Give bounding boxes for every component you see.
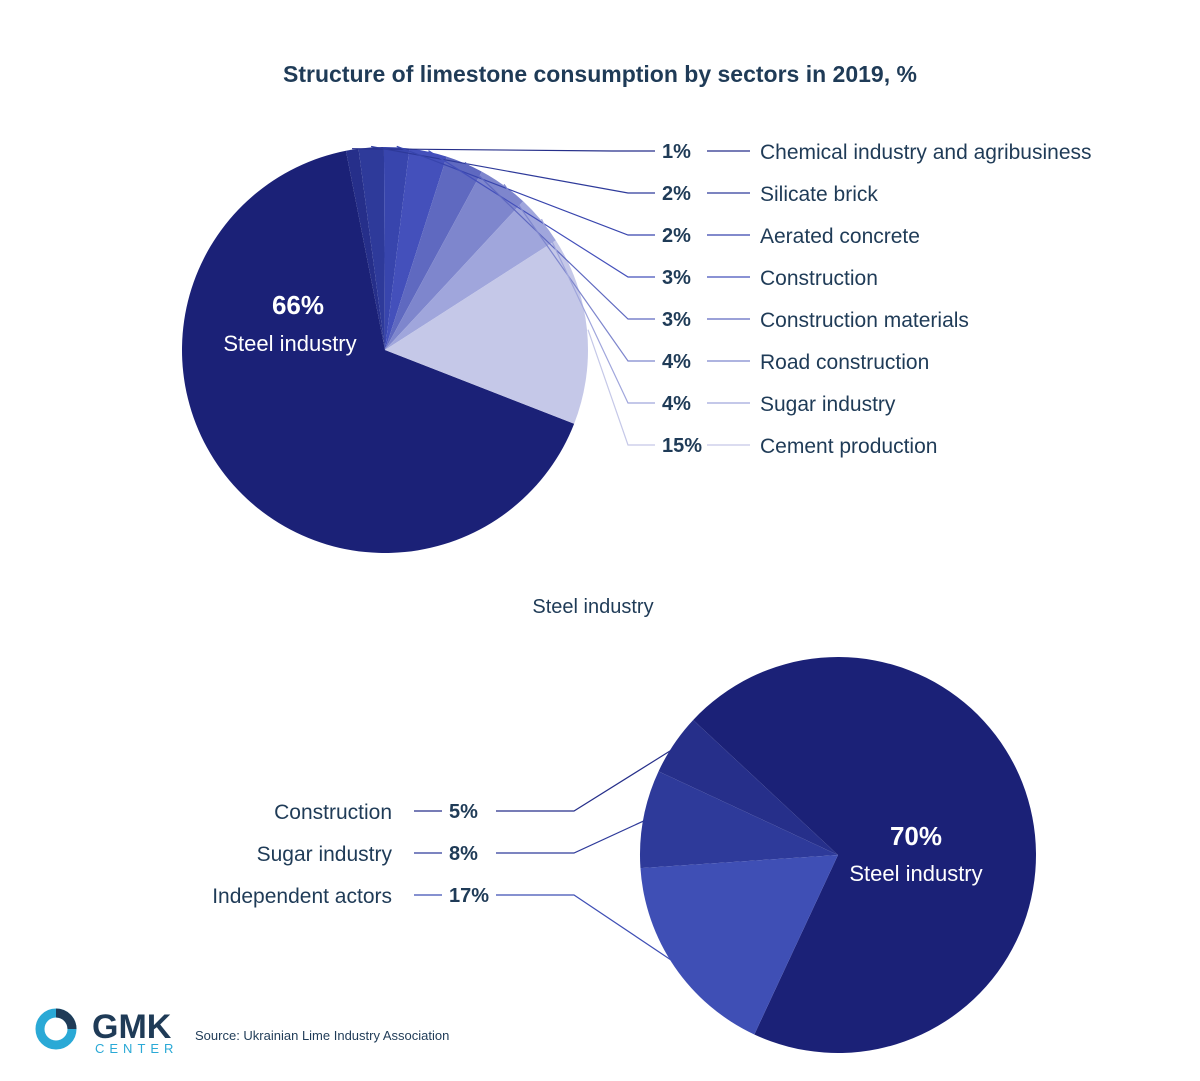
pie-chart-steel-industry: 70% Steel industry 5% Construction 8% Sugar i… bbox=[212, 657, 1036, 1053]
slice-name-label-steel-industry: Steel industry bbox=[223, 331, 356, 356]
gmk-center-logo: GMK CENTER bbox=[35, 1008, 178, 1056]
legend-label-sugar-industry: Sugar industry bbox=[257, 843, 393, 866]
logo-text: GMK bbox=[92, 1008, 172, 1046]
leader-line-silicate-brick bbox=[371, 145, 655, 194]
slice-steel-industry bbox=[181, 150, 575, 553]
legend-label-sugar-industry: Sugar industry bbox=[760, 393, 896, 416]
slice-construction-materials bbox=[385, 156, 482, 350]
slice-value-label-steel-industry-2: 70% bbox=[890, 821, 942, 851]
legend-label-independent-actors: Independent actors bbox=[212, 885, 392, 908]
slice-value-label-sugar-industry: 4% bbox=[662, 393, 691, 415]
slice-aerated-concrete bbox=[383, 146, 410, 350]
slice-name-label-steel-industry-2: Steel industry bbox=[849, 861, 982, 886]
leader-line-cement-production bbox=[587, 329, 655, 446]
slice-value-label-steel-industry: 66% bbox=[272, 290, 324, 320]
slice-cement-production bbox=[385, 240, 588, 424]
legend-label-chemical-industry-and-agribusiness: Chemical industry and agribusiness bbox=[760, 141, 1092, 164]
slice-construction bbox=[385, 148, 447, 350]
leader-line-chemical-industry-and-agribusiness bbox=[352, 148, 655, 152]
logo-subtext: CENTER bbox=[95, 1041, 178, 1056]
legend-label-road-construction: Road construction bbox=[760, 351, 929, 374]
pie-chart-limestone-sectors: 66% Steel industry 1% Chemical industry and… bbox=[181, 141, 1092, 553]
legend-label-aerated-concrete: Aerated concrete bbox=[760, 225, 920, 248]
leader-line-sugar-industry bbox=[496, 818, 648, 854]
leader-line-aerated-concrete bbox=[396, 145, 655, 236]
slice-value-label-silicate-brick: 2% bbox=[662, 183, 691, 205]
slice-road-construction bbox=[385, 171, 524, 350]
leader-line-road-construction bbox=[503, 183, 655, 362]
slice-silicate-brick bbox=[358, 147, 385, 350]
slice-sugar-industry bbox=[385, 201, 556, 350]
slice-value-label-aerated-concrete: 2% bbox=[662, 225, 691, 247]
slice-value-label-sugar-industry: 8% bbox=[449, 843, 478, 865]
slice-construction bbox=[658, 719, 838, 855]
legend-label-cement-production: Cement production bbox=[760, 435, 937, 458]
slice-value-label-independent-actors: 17% bbox=[449, 885, 489, 907]
slice-independent-actors bbox=[640, 855, 838, 1035]
legend-label-construction: Construction bbox=[760, 267, 878, 290]
leader-line-independent-actors bbox=[496, 894, 679, 966]
slice-value-label-chemical-industry-and-agribusiness: 1% bbox=[662, 141, 691, 163]
leader-line-sugar-industry bbox=[540, 218, 655, 404]
slice-value-label-construction: 5% bbox=[449, 801, 478, 823]
slice-value-label-cement-production: 15% bbox=[662, 435, 702, 457]
leader-line-construction bbox=[428, 150, 655, 278]
legend-label-silicate-brick: Silicate brick bbox=[760, 183, 878, 206]
slice-value-label-construction-materials: 3% bbox=[662, 309, 691, 331]
slice-value-label-road-construction: 4% bbox=[662, 351, 691, 373]
slice-chemical-industry-and-agribusiness bbox=[345, 148, 385, 350]
logo-ring-accent-icon bbox=[55, 1008, 77, 1030]
slice-value-label-construction: 3% bbox=[662, 267, 691, 289]
slice-sugar-industry bbox=[640, 771, 838, 869]
chart-subtitle-steel-industry: Steel industry bbox=[532, 596, 653, 618]
chart-title: Structure of limestone consumption by se… bbox=[283, 61, 917, 87]
leader-line-construction bbox=[496, 746, 678, 812]
slice-steel-industry bbox=[693, 657, 1036, 1053]
legend-label-construction: Construction bbox=[274, 801, 392, 824]
leader-line-construction-materials bbox=[464, 161, 655, 320]
legend-label-construction-materials: Construction materials bbox=[760, 309, 969, 332]
source-note: Source: Ukrainian Lime Industry Associat… bbox=[195, 1028, 449, 1043]
